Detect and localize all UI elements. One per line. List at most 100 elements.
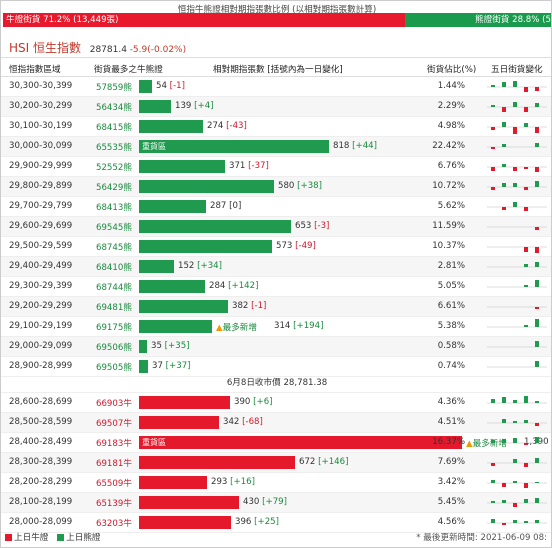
warrant-code-link[interactable]: 63203牛 <box>96 519 132 529</box>
warrant-code-link[interactable]: 65509牛 <box>96 479 132 489</box>
index-range: 29,600-29,699 <box>9 221 73 231</box>
five-day-trend-chart <box>487 202 547 211</box>
trend-bar <box>491 127 495 130</box>
trend-bar <box>491 519 495 523</box>
trend-bar <box>524 87 528 92</box>
bear-row: 29,800-29,899 56429熊 580 [+38] 10.72% <box>1 177 551 197</box>
qty-change: [-37] <box>248 161 269 171</box>
warrant-code-link[interactable]: 68744熊 <box>96 283 132 293</box>
trend-bar <box>502 439 506 443</box>
warrant-code-link[interactable]: 56434熊 <box>96 103 132 113</box>
qty-bar <box>139 416 219 429</box>
warrant-code-link[interactable]: 52552熊 <box>96 163 132 173</box>
warrant-code-link[interactable]: 69183牛 <box>96 439 132 449</box>
trend-bar <box>524 207 528 211</box>
bear-row: 28,900-28,999 69505熊 37 [+37] 0.74% <box>1 357 551 377</box>
warrant-code-link[interactable]: 57859熊 <box>96 83 132 93</box>
share-percent: 6.61% <box>437 301 465 311</box>
share-percent: 1.44% <box>437 81 465 91</box>
qty-number: 653 <box>295 221 315 231</box>
qty-number: 293 <box>211 477 231 487</box>
index-name[interactable]: HSI 恒生指數 <box>9 41 81 55</box>
warrant-code-link[interactable]: 68415熊 <box>96 123 132 133</box>
trend-bar <box>491 105 495 107</box>
index-change: -5.9(-0.02%) <box>129 45 187 55</box>
qty-change: [+142] <box>228 281 259 291</box>
index-range: 28,400-28,499 <box>9 437 73 447</box>
column-header-code: 街貨最多之牛熊證 <box>94 65 163 75</box>
index-range: 28,300-28,399 <box>9 457 73 467</box>
trend-bar <box>524 187 528 190</box>
five-day-trend-chart <box>487 396 547 404</box>
bear-row: 30,200-30,299 56434熊 139 [+4] 2.29% <box>1 97 551 117</box>
qty-value: 139 [+4] <box>175 101 214 111</box>
qty-bar <box>139 456 295 469</box>
qty-bar <box>139 240 272 253</box>
trend-bar <box>491 480 495 483</box>
five-day-trend-chart <box>487 498 547 507</box>
qty-bar <box>139 160 225 173</box>
qty-bar <box>139 120 203 133</box>
five-day-trend-chart <box>487 458 547 467</box>
most-new-marker: ▲最多新增 <box>216 321 257 333</box>
trend-bar <box>535 262 539 267</box>
share-percent: 16.37% <box>432 437 465 447</box>
share-percent: 11.59% <box>432 221 465 231</box>
warrant-code-link[interactable]: 65139牛 <box>96 499 132 509</box>
qty-number: 390 <box>234 397 254 407</box>
warrant-code-link[interactable]: 65535熊 <box>96 143 132 153</box>
trend-bar <box>502 523 506 525</box>
trend-bar <box>513 459 517 463</box>
most-new-marker: ▲最多新增 <box>466 437 507 449</box>
qty-change: [-3] <box>314 221 330 231</box>
warrant-code-link[interactable]: 56429熊 <box>96 183 132 193</box>
qty-value: 390 [+6] <box>234 397 273 407</box>
index-range: 28,100-28,199 <box>9 497 73 507</box>
qty-value: 54 [-1] <box>156 81 185 91</box>
legend-bull-swatch <box>5 534 12 541</box>
warrant-code-link[interactable]: 69481熊 <box>96 303 132 313</box>
warrant-code-link[interactable]: 69181牛 <box>96 459 132 469</box>
trend-bar <box>513 167 517 171</box>
legend-bear-label: 上日熊證 <box>66 533 101 543</box>
trend-bar <box>535 127 539 133</box>
warrant-code-link[interactable]: 69506熊 <box>96 343 132 353</box>
share-percent: 22.42% <box>432 141 465 151</box>
five-day-trend-chart <box>487 519 547 525</box>
legend-bull-label: 上日牛證 <box>14 533 49 543</box>
five-day-trend-chart <box>487 143 547 149</box>
qty-change: [+79] <box>262 497 287 507</box>
bear-row: 29,200-29,299 69481熊 382 [-1] 6.61% <box>1 297 551 317</box>
trend-bar <box>524 285 528 287</box>
warrant-code-link[interactable]: 69175熊 <box>96 323 132 333</box>
qty-number: 672 <box>299 457 319 467</box>
share-percent: 0.58% <box>437 341 465 351</box>
trend-bar <box>491 501 495 503</box>
qty-change: [+38] <box>297 181 322 191</box>
warrant-code-link[interactable]: 68410熊 <box>96 263 132 273</box>
warrant-code-link[interactable]: 69545熊 <box>96 223 132 233</box>
trend-bar <box>513 81 517 87</box>
qty-change: [-1] <box>169 81 185 91</box>
bear-row: 29,300-29,399 68744熊 284 [+142] 5.05% <box>1 277 551 297</box>
bear-row: 29,900-29,999 52552熊 371 [-37] 6.76% <box>1 157 551 177</box>
warrant-code-link[interactable]: 68745熊 <box>96 243 132 253</box>
qty-bar <box>139 280 205 293</box>
index-range: 30,200-30,299 <box>9 101 73 111</box>
five-day-trend-chart <box>487 181 547 190</box>
warrant-code-link[interactable]: 66903牛 <box>96 399 132 409</box>
trend-bar <box>524 107 528 112</box>
trend-bar <box>535 458 539 463</box>
bear-row: 29,400-29,499 68410熊 152 [+34] 2.81% <box>1 257 551 277</box>
trend-bar <box>535 181 539 187</box>
qty-change: [-68] <box>242 417 263 427</box>
trend-bar <box>491 463 495 466</box>
last-updated: * 最後更新時間: 2021-06-09 08: <box>416 533 547 543</box>
warrant-code-link[interactable]: 69507牛 <box>96 419 132 429</box>
qty-number: 35 <box>151 341 165 351</box>
index-range: 29,200-29,299 <box>9 301 73 311</box>
qty-change: [-43] <box>226 121 247 131</box>
warrant-code-link[interactable]: 69505熊 <box>96 363 132 373</box>
warrant-code-link[interactable]: 68413熊 <box>96 203 132 213</box>
